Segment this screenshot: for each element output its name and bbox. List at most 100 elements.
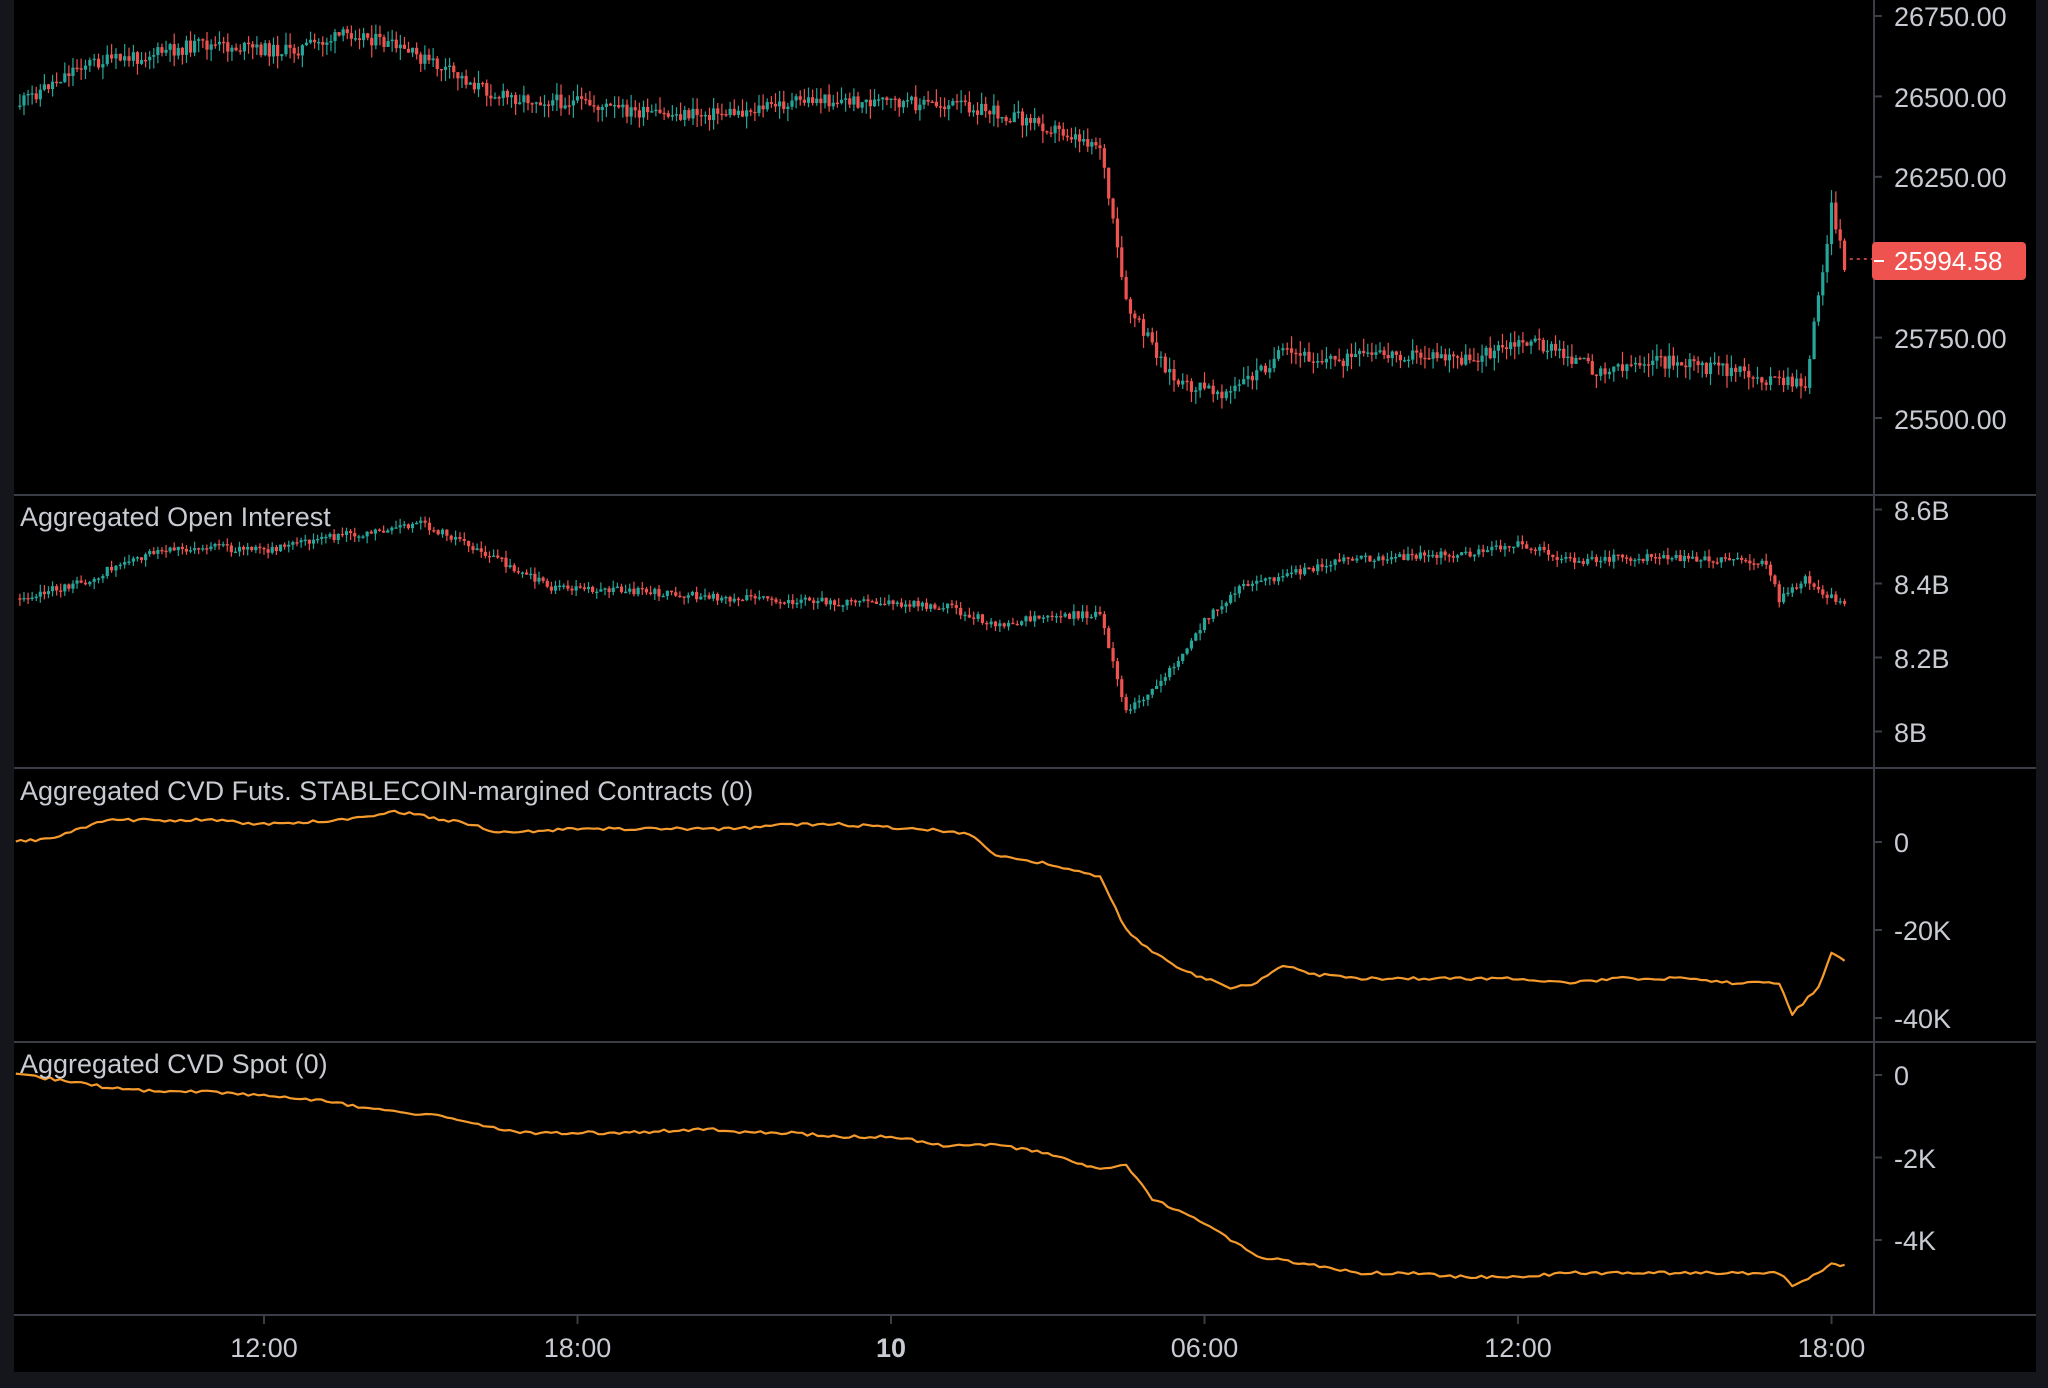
open-interest-candle-body <box>558 585 562 588</box>
price-candle-body <box>1460 357 1464 365</box>
price-candle-body <box>1250 375 1254 381</box>
open-interest-candle-body <box>423 520 427 523</box>
price-candle-body <box>542 104 547 106</box>
price-candle-body <box>1468 354 1472 361</box>
cvd-spot-tick-label: -2K <box>1894 1144 1936 1174</box>
price-candle-body <box>1211 385 1215 395</box>
price-candle-body <box>1504 347 1509 350</box>
price-candle-body <box>1120 247 1124 277</box>
open-interest-candle-body <box>373 529 377 534</box>
price-candle-body <box>1141 319 1146 336</box>
open-interest-candle-body <box>1141 699 1146 702</box>
open-interest-candle-body <box>246 546 250 550</box>
price-candle-body <box>716 108 720 114</box>
open-interest-candle-body <box>1838 601 1842 603</box>
open-interest-candle-body <box>1816 586 1821 590</box>
price-candle-body <box>485 83 489 96</box>
open-interest-candle-body <box>1542 546 1546 550</box>
price-candle-body <box>773 103 778 107</box>
price-candle-body <box>1069 137 1074 140</box>
price-candle-body <box>1764 382 1768 385</box>
open-interest-candle-body <box>419 520 423 523</box>
price-candle-body <box>580 96 584 99</box>
price-candle-body <box>571 100 575 106</box>
open-interest-candle-body <box>963 614 967 617</box>
price-candle-body <box>493 97 497 99</box>
price-candle-body <box>1760 377 1764 383</box>
open-interest-candle-body <box>1752 563 1756 565</box>
open-interest-candle-body <box>1037 615 1041 619</box>
open-interest-candle-body <box>274 546 278 552</box>
price-candle-body <box>947 105 951 110</box>
price-candle-body <box>1671 355 1675 366</box>
price-candle-body <box>683 110 687 120</box>
open-interest-candle-body <box>1294 569 1298 573</box>
open-interest-candle-body <box>38 591 42 597</box>
price-candle-body <box>1834 202 1838 230</box>
price-candle-body <box>1586 357 1590 362</box>
open-interest-candle-body <box>937 608 941 610</box>
price-candle-body <box>452 65 456 73</box>
price-candle-body <box>1443 354 1447 361</box>
price-candle-body <box>1513 342 1517 347</box>
open-interest-candle-body <box>1768 564 1773 576</box>
open-interest-candle-body <box>1111 648 1115 662</box>
open-interest-candle-body <box>1033 615 1037 622</box>
price-candle-body <box>1607 371 1612 375</box>
price-candle-body <box>472 82 476 90</box>
price-candle-body <box>901 101 905 108</box>
price-candle-body <box>152 55 156 57</box>
open-interest-candle-body <box>432 530 436 532</box>
open-interest-candle-body <box>866 599 870 602</box>
open-interest-candle-body <box>483 551 487 556</box>
price-candle-body <box>1713 362 1717 364</box>
open-interest-candle-body <box>1359 555 1363 559</box>
price-candle-body <box>844 98 848 100</box>
price-candle-body <box>666 113 670 117</box>
open-interest-candle-body <box>1372 560 1376 563</box>
open-interest-candle-body <box>1211 609 1215 619</box>
open-interest-candle-body <box>492 555 496 557</box>
open-interest-candle-body <box>998 623 1002 627</box>
open-interest-candle-body <box>1054 616 1059 618</box>
open-interest-candle-body <box>862 599 866 601</box>
open-interest-candle-body <box>632 588 636 595</box>
open-interest-candle-body <box>1748 560 1752 564</box>
open-interest-candle-body <box>853 600 858 603</box>
open-interest-candle-body <box>887 600 891 605</box>
price-candle-body <box>1285 348 1289 350</box>
open-interest-candle-body <box>553 585 558 591</box>
price-candle-body <box>71 67 75 77</box>
price-candle-body <box>1268 368 1272 373</box>
price-candle-body <box>1704 362 1708 375</box>
price-candle-body <box>790 100 794 107</box>
open-interest-candle-body <box>316 538 320 541</box>
price-candle-body <box>201 39 205 41</box>
price-candle-body <box>584 98 588 101</box>
open-interest-candle-body <box>1703 556 1707 561</box>
open-interest-candle-body <box>920 602 924 607</box>
open-interest-candle-body <box>1115 661 1120 680</box>
price-candle-body <box>835 102 839 105</box>
price-candle-body <box>349 33 353 39</box>
open-interest-candle-body <box>270 546 274 553</box>
price-candle-body <box>1692 359 1696 362</box>
price-candle-body <box>1037 117 1041 124</box>
price-candle-body <box>288 44 292 48</box>
open-interest-candle-body <box>1666 555 1670 560</box>
price-candle-body <box>300 45 304 56</box>
price-candle-body <box>885 97 889 101</box>
open-interest-candle-body <box>1094 611 1098 617</box>
open-interest-candle-body <box>1137 700 1141 703</box>
price-candle-body <box>910 96 914 101</box>
open-interest-candle-body <box>1163 677 1167 681</box>
open-interest-candle-body <box>1455 555 1460 558</box>
price-candle-body <box>1382 350 1386 356</box>
open-interest-candle-body <box>440 529 445 535</box>
price-candle-body <box>1053 125 1057 134</box>
open-interest-candle-body <box>1782 593 1786 603</box>
open-interest-candle-body <box>436 530 440 535</box>
open-interest-candle-body <box>1699 560 1703 562</box>
price-candle-body <box>1464 354 1468 365</box>
